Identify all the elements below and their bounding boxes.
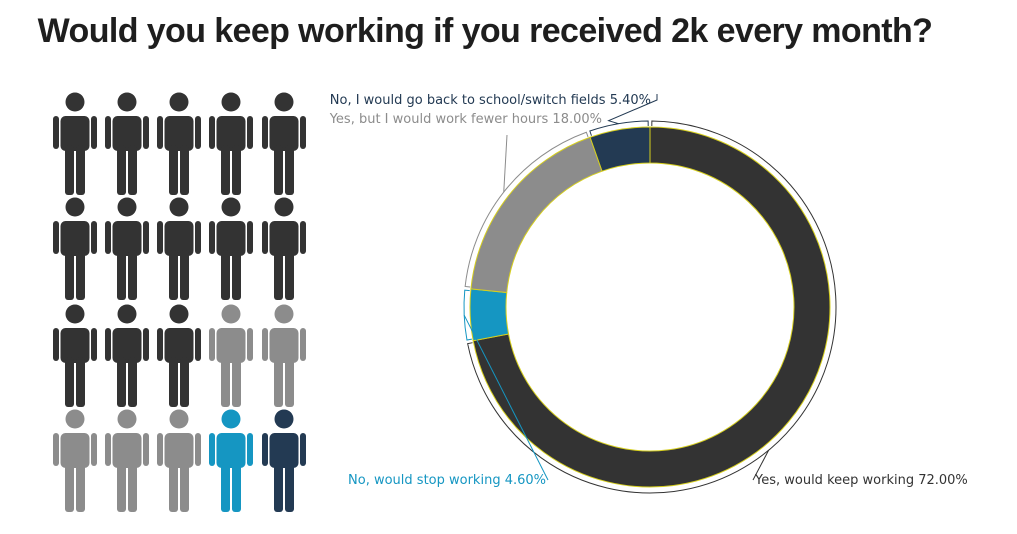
leader-line (503, 134, 508, 193)
person-icon (53, 304, 97, 407)
person-icon (209, 409, 253, 512)
leader-bracket (467, 120, 837, 494)
person-icon (53, 92, 97, 195)
leader-bracket (589, 120, 649, 136)
leader-line (607, 94, 658, 125)
person-icon (105, 197, 149, 300)
pie-slice (470, 136, 603, 294)
chart-title: Would you keep working if you received 2… (37, 12, 933, 50)
pie-slice (472, 126, 831, 488)
leader-bracket (464, 131, 589, 288)
person-icon (209, 92, 253, 195)
person-icon (105, 304, 149, 407)
person-icon (262, 409, 306, 512)
person-icon (262, 92, 306, 195)
person-icon (105, 92, 149, 195)
person-icon (157, 409, 201, 512)
leader-line (752, 450, 770, 481)
slice-label: Yes, but I would work fewer hours 18.00% (329, 112, 602, 127)
person-icon (262, 304, 306, 407)
person-icon (157, 197, 201, 300)
pie-slice (589, 126, 651, 172)
slice-label: No, I would go back to school/switch fie… (330, 93, 651, 108)
pie-slice (469, 288, 510, 342)
person-icon (105, 409, 149, 512)
person-icon (53, 197, 97, 300)
leader-line (463, 314, 549, 481)
person-icon (209, 197, 253, 300)
slice-label: No, would stop working 4.60% (348, 473, 546, 488)
person-icon (53, 409, 97, 512)
person-icon (209, 304, 253, 407)
slice-label: Yes, would keep working 72.00% (754, 473, 968, 488)
pictogram (53, 92, 306, 512)
person-icon (262, 197, 306, 300)
person-icon (157, 304, 201, 407)
person-icon (157, 92, 201, 195)
